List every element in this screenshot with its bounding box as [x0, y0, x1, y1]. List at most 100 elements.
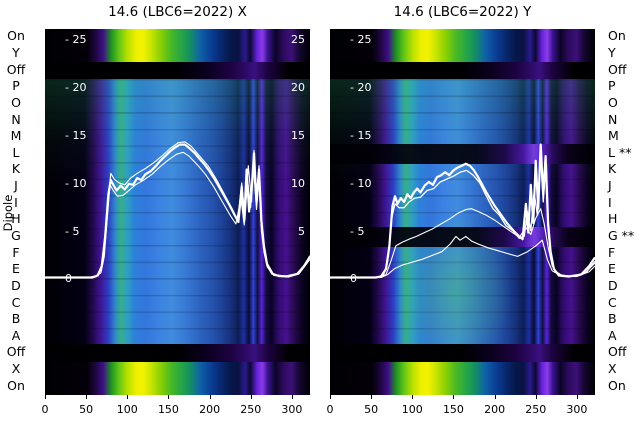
xtick-mark-200	[494, 395, 496, 399]
row-labels-right: On Y Off P O N M L ** K J I H G ** F E D C B A Off X On	[604, 29, 640, 395]
row-label-h: H	[11, 211, 21, 227]
row-label-k: K	[11, 161, 21, 177]
heatmap-strip-middle	[45, 78, 310, 346]
row-label-o: O	[11, 94, 21, 110]
heatmap-strip-bottom	[330, 361, 595, 395]
row-label-y: Y	[12, 44, 20, 60]
row-striping	[330, 78, 595, 346]
xtick-mark-0	[45, 395, 46, 399]
heatmap-panel-x: - 25 - 20 - 15 - 10 - 5 0 25 20 15 10 5	[45, 29, 310, 395]
row-label-j: J	[14, 178, 18, 194]
inner-ytick-tl-25: - 25	[350, 33, 372, 47]
row-label-off: Off	[608, 344, 627, 360]
inner-ytick-tr-20: 20	[291, 81, 305, 95]
off-band-lower	[45, 344, 310, 363]
off-band-upper	[45, 62, 310, 80]
row-label-f: F	[608, 244, 616, 260]
row-label-k: K	[608, 161, 617, 177]
inner-ytick-tl-0: 0	[350, 272, 357, 286]
xtick-label-300: 300	[281, 403, 303, 416]
inner-ytick-tl-20: - 20	[65, 81, 87, 95]
row-label-x: X	[608, 361, 617, 377]
xtick-mark-100	[412, 395, 414, 399]
row-label-off: Off	[6, 344, 26, 360]
inner-ytick-tr-25: 25	[291, 33, 305, 47]
row-label-e: E	[12, 261, 20, 277]
xtick-label-0: 0	[41, 403, 49, 416]
overlay-plot-x	[45, 141, 310, 279]
row-label-off: Off	[608, 61, 627, 77]
xtick-label-200: 200	[484, 403, 506, 416]
xtick-mark-50	[86, 395, 88, 399]
row-label-on: On	[608, 28, 626, 44]
panel-title-y: 14.6 (LBC6=2022) Y	[393, 4, 532, 20]
inner-ytick-tr-5: 5	[298, 224, 305, 238]
inner-ytick-tl-25: - 25	[65, 33, 87, 47]
xtick-mark-150	[168, 395, 170, 399]
row-label-g: G	[11, 227, 21, 243]
row-label-p: P	[608, 78, 616, 94]
row-label-b: B	[608, 311, 617, 327]
inner-ytick-tl-5: - 5	[65, 224, 80, 238]
xtick-mark-50	[371, 395, 373, 399]
inner-ytick-tl-5: - 5	[350, 224, 365, 238]
row-label-n: N	[608, 111, 618, 127]
row-label-on: On	[608, 377, 626, 393]
heatmap-strip-top	[330, 29, 595, 63]
overlay-plot-y	[330, 143, 595, 279]
row-striping	[45, 78, 310, 346]
row-label-i: I	[608, 194, 612, 210]
xtick-label-100: 100	[401, 403, 423, 416]
row-label-m: M	[10, 128, 22, 144]
row-label-l: L **	[608, 144, 632, 160]
xtick-mark-200	[209, 395, 211, 399]
xtick-mark-300	[291, 395, 293, 399]
row-label-e: E	[608, 261, 616, 277]
xtick-mark-300	[576, 395, 578, 399]
row-label-j: J	[608, 178, 612, 194]
row-label-x: X	[11, 361, 21, 377]
inner-ytick-tr-10: 10	[291, 176, 305, 190]
row-label-l: L	[12, 144, 20, 160]
flagged-row-band-l	[330, 144, 595, 165]
xtick-label-300: 300	[566, 403, 588, 416]
row-label-c: C	[11, 294, 21, 310]
inner-ytick-tl-15: - 15	[350, 128, 372, 142]
off-band-lower	[330, 344, 595, 363]
row-label-b: B	[11, 311, 21, 327]
xtick-label-0: 0	[326, 403, 334, 416]
row-label-p: P	[12, 78, 20, 94]
overlay-trace-bundle-high	[45, 141, 310, 278]
off-band-upper	[330, 62, 595, 80]
row-label-n: N	[11, 111, 21, 127]
row-label-f: F	[12, 244, 20, 260]
heatmap-green-tint	[45, 78, 310, 346]
xtick-label-50: 50	[364, 403, 379, 416]
xtick-label-250: 250	[240, 403, 262, 416]
xtick-label-150: 150	[442, 403, 464, 416]
row-label-i: I	[14, 194, 18, 210]
row-label-y: Y	[608, 44, 616, 60]
heatmap-strip-bottom	[45, 361, 310, 395]
row-label-g: G **	[608, 227, 635, 243]
xtick-mark-250	[535, 395, 537, 399]
xtick-label-250: 250	[525, 403, 547, 416]
inner-ytick-tl-20: - 20	[350, 81, 372, 95]
row-label-on: On	[7, 377, 25, 393]
row-label-a: A	[11, 327, 21, 343]
row-label-o: O	[608, 94, 618, 110]
overlay-trace-bundle-low	[45, 151, 310, 279]
row-label-d: D	[608, 277, 618, 293]
xtick-label-200: 200	[199, 403, 221, 416]
xtick-label-100: 100	[116, 403, 138, 416]
row-label-c: C	[608, 294, 617, 310]
row-label-a: A	[608, 327, 617, 343]
row-label-m: M	[608, 128, 619, 144]
inner-ytick-tr-15: 15	[291, 128, 305, 142]
xtick-mark-0	[330, 395, 331, 399]
row-label-on: On	[7, 28, 25, 44]
inner-ytick-tl-15: - 15	[65, 128, 87, 142]
overlay-trace-trace-mid	[330, 208, 595, 279]
overlay-trace-bundle-second	[330, 157, 595, 279]
